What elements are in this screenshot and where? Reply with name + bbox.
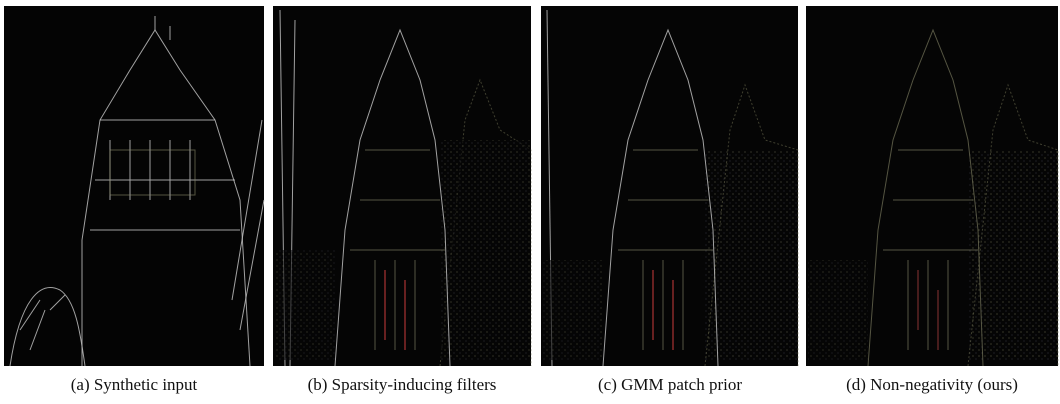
caption: (b) Sparsity-inducing filters <box>308 375 497 394</box>
panel-c <box>541 6 798 366</box>
panel-a <box>4 6 264 366</box>
caption: (c) GMM patch prior <box>598 375 742 394</box>
panel-d <box>806 6 1058 366</box>
figure: (a) Synthetic input (b) Sparsity-inducin… <box>0 0 1060 404</box>
panel-b <box>273 6 531 366</box>
caption: (a) Synthetic input <box>71 375 198 394</box>
caption: (d) Non-negativity (ours) <box>846 375 1018 394</box>
